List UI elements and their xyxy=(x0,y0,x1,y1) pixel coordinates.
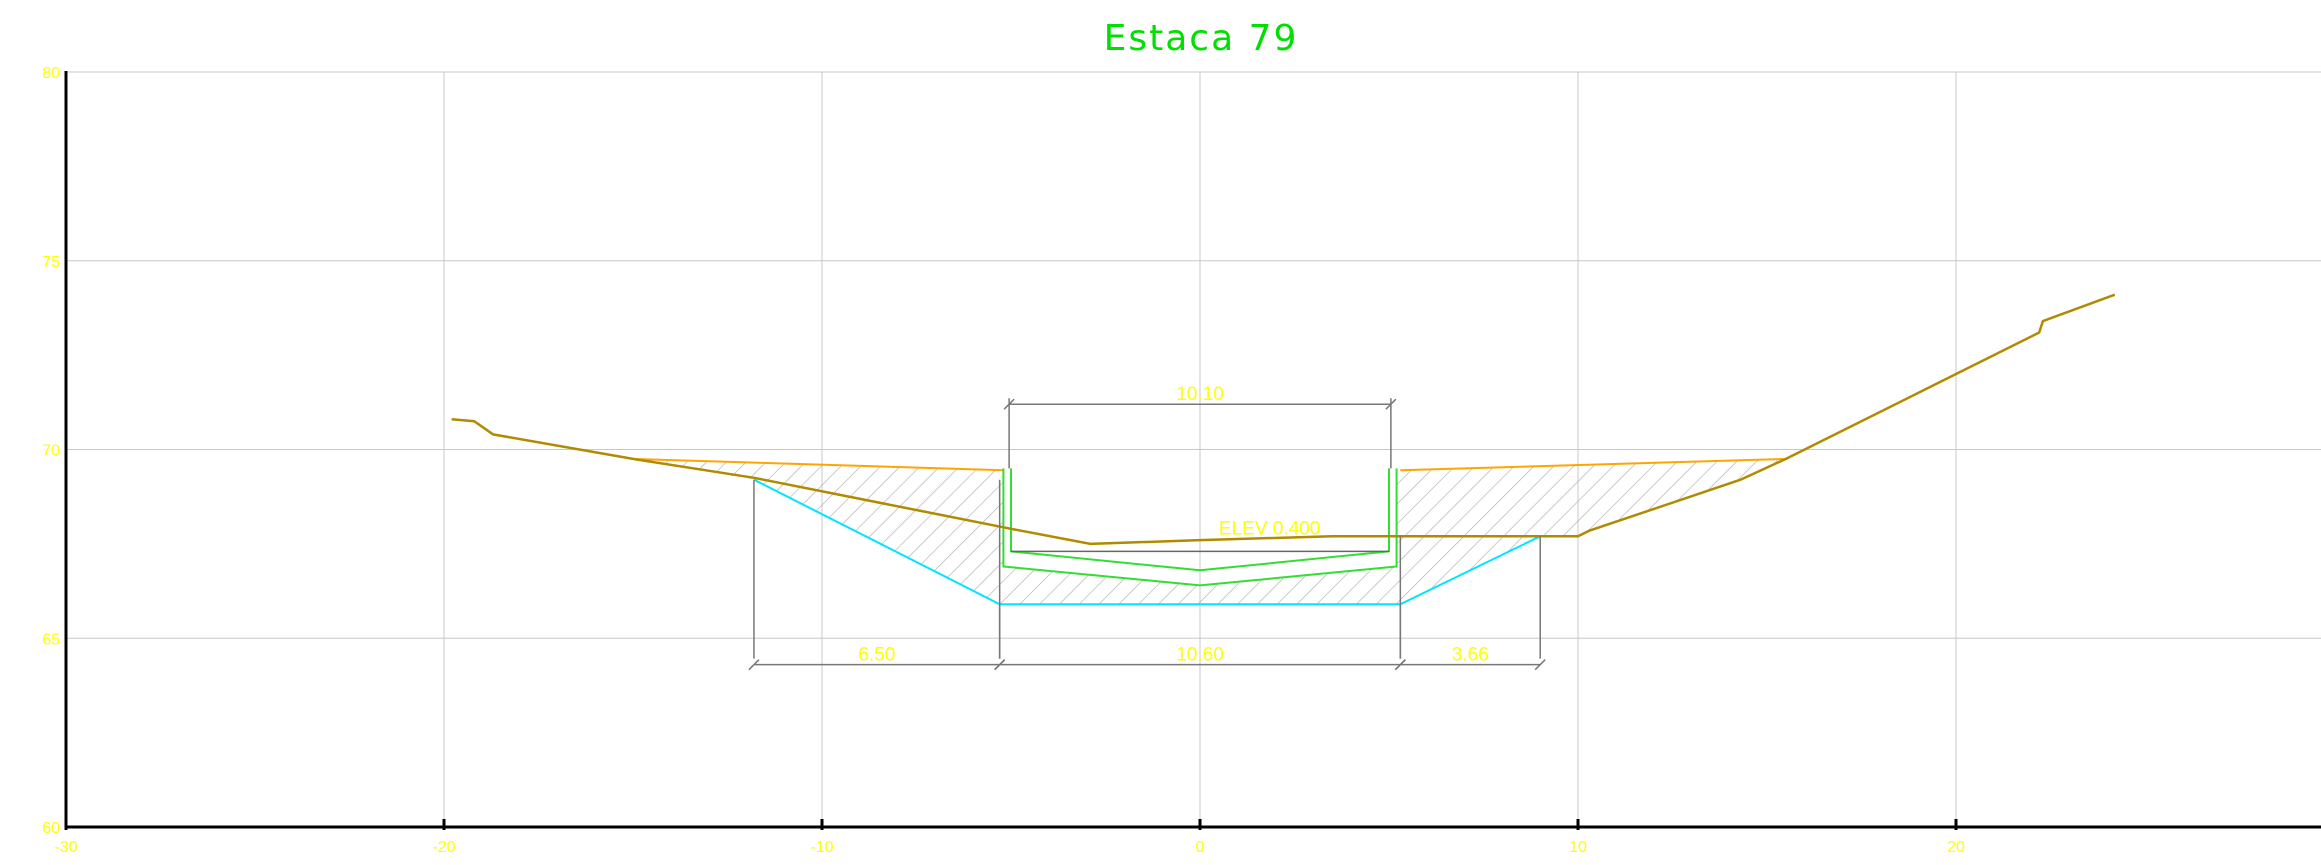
x-tick-label: 20 xyxy=(1947,839,1965,856)
dimension-label: 3.66 xyxy=(1452,645,1489,666)
x-tick-label: 10 xyxy=(1569,839,1587,856)
dimension-tick xyxy=(1534,659,1546,671)
chart-title: Estaca 79 xyxy=(1104,18,1299,59)
x-tick-label: 0 xyxy=(1196,839,1205,856)
grid xyxy=(66,71,2321,827)
x-tick-label: -20 xyxy=(432,839,455,856)
dimension-label: 6.50 xyxy=(858,645,895,666)
y-tick-label: 80 xyxy=(42,65,60,82)
structure-inner xyxy=(1010,468,1390,572)
cut-bottom xyxy=(753,478,1541,606)
y-tick-label: 75 xyxy=(42,254,60,271)
dimensions: 10.10 6.50 10.60 3.66 xyxy=(748,384,1546,671)
dimension-tick xyxy=(1003,398,1015,410)
structure-outer xyxy=(1002,468,1398,587)
dimension-label: 10.60 xyxy=(1176,645,1224,666)
y-tick-label: 70 xyxy=(42,443,60,460)
elevation-annotation: ELEV 0.400 xyxy=(1219,518,1320,539)
dimension-tick xyxy=(1385,398,1397,410)
terrain-profile xyxy=(451,293,2116,546)
cut-top-right xyxy=(1400,457,1786,472)
x-tick-label: -30 xyxy=(54,839,77,856)
tick-labels: -30 -20 -10 0 10 20 60 65 70 75 80 xyxy=(42,65,1965,856)
profiles xyxy=(451,293,2116,606)
y-tick-label: 60 xyxy=(42,820,60,837)
cut-hatch-area xyxy=(633,458,1786,605)
cut-top-left xyxy=(632,457,1004,472)
y-tick-label: 65 xyxy=(42,631,60,648)
dimension-label: 10.10 xyxy=(1176,384,1224,405)
dimension-tick xyxy=(1394,659,1406,671)
dimension-tick xyxy=(994,659,1006,671)
dimension-tick xyxy=(748,659,760,671)
x-tick-label: -10 xyxy=(810,839,833,856)
cut-fill-hatch xyxy=(633,458,1786,605)
axes xyxy=(64,71,2321,830)
